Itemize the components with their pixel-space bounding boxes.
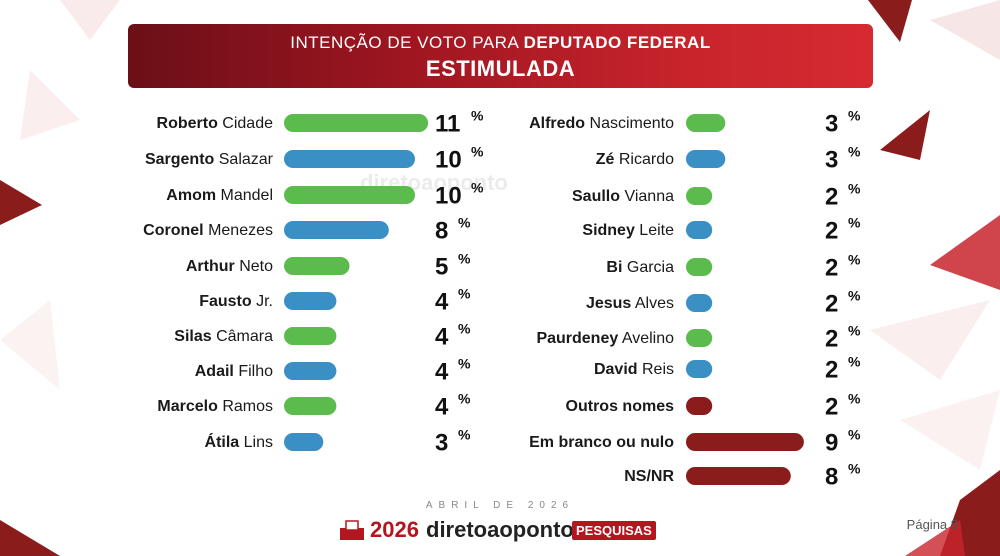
percent-sign: %	[848, 108, 861, 124]
subtitle: ESTIMULADA	[425, 56, 576, 81]
bar	[686, 467, 791, 485]
logo-pesquisas: PESQUISAS	[572, 521, 656, 540]
bar-value-label: 4	[435, 358, 449, 385]
bar	[686, 360, 713, 378]
bar-value-label: 2	[825, 393, 838, 420]
bar-label: Saullo Vianna	[572, 188, 674, 205]
brand-logo: 2026 diretoaoponto PESQUISAS	[338, 517, 658, 545]
bar-label: Silas Câmara	[174, 328, 273, 345]
bar-label: Alfredo Nascimento	[529, 115, 674, 132]
bar-label: Marcelo Ramos	[157, 398, 273, 415]
percent-sign: %	[848, 391, 861, 407]
bar-value-label: 8	[825, 463, 838, 490]
bar-value-label: 11	[435, 110, 460, 137]
percent-sign: %	[848, 288, 861, 304]
title-banner: INTENÇÃO DE VOTO PARA DEPUTADO FEDERAL E…	[128, 24, 873, 88]
bar-value-label: 4	[435, 323, 449, 350]
bar-label: Sargento Salazar	[145, 151, 274, 168]
bar-label: Roberto Cidade	[157, 115, 274, 132]
bar-value-label: 9	[825, 429, 838, 456]
percent-sign: %	[848, 144, 861, 160]
bar-label: Sidney Leite	[582, 222, 674, 239]
footer-date: ABRIL DE 2026	[425, 500, 575, 511]
percent-sign: %	[848, 461, 861, 477]
bar-value-label: 2	[825, 290, 838, 317]
bar-label: Fausto Jr.	[199, 293, 273, 310]
bar-value-label: 5	[435, 253, 448, 280]
bar	[284, 362, 337, 380]
bar	[686, 114, 726, 132]
percent-sign: %	[848, 354, 861, 370]
percent-sign: %	[458, 321, 471, 337]
percent-sign: %	[458, 356, 471, 372]
percent-sign: %	[458, 391, 471, 407]
ballot-box-icon	[340, 520, 364, 540]
bar-label: David Reis	[594, 361, 674, 378]
bar	[686, 150, 726, 168]
bar	[686, 433, 804, 451]
bar-label: Arthur Neto	[186, 258, 273, 275]
bar	[686, 187, 713, 205]
bar	[284, 433, 324, 451]
bar-value-label: 10	[435, 146, 462, 173]
bar-value-label: 10	[435, 182, 462, 209]
percent-sign: %	[848, 181, 861, 197]
logo-brand: diretoaoponto	[426, 517, 574, 542]
bar-label: Outros nomes	[566, 398, 675, 415]
bar-label: Átila Lins	[205, 432, 273, 451]
title-prefix: INTENÇÃO DE VOTO PARA	[290, 33, 524, 52]
bar	[686, 221, 713, 239]
title-line-1: INTENÇÃO DE VOTO PARA DEPUTADO FEDERAL	[128, 33, 873, 53]
percent-sign: %	[458, 427, 471, 443]
bar	[284, 397, 337, 415]
percent-sign: %	[458, 286, 471, 302]
bar	[284, 186, 415, 204]
bar	[284, 221, 389, 239]
bar-label: Em branco ou nulo	[529, 434, 674, 451]
percent-sign: %	[848, 252, 861, 268]
bar-value-label: 2	[825, 183, 838, 210]
percent-sign: %	[848, 215, 861, 231]
bar-value-label: 3	[825, 110, 838, 137]
bar	[686, 258, 713, 276]
bar-value-label: 2	[825, 254, 838, 281]
bar-label: Coronel Menezes	[143, 222, 273, 239]
bar-label: Paurdeney Avelino	[536, 330, 674, 347]
percent-sign: %	[458, 215, 471, 231]
bar-value-label: 4	[435, 393, 449, 420]
page-number: Página 8	[906, 517, 958, 532]
bar-label: Jesus Alves	[586, 295, 674, 312]
bar-label: Zé Ricardo	[596, 151, 674, 168]
percent-sign: %	[471, 144, 484, 160]
bar-value-label: 3	[435, 429, 448, 456]
bar	[686, 329, 713, 347]
bar	[686, 397, 713, 415]
bar	[284, 114, 429, 132]
logo-year: 2026	[370, 517, 419, 542]
bar-value-label: 4	[435, 288, 449, 315]
percent-sign: %	[471, 108, 484, 124]
percent-sign: %	[848, 323, 861, 339]
bar-value-label: 3	[825, 146, 838, 173]
bar-label: Bi Garcia	[606, 259, 674, 276]
bar-label: NS/NR	[624, 468, 674, 485]
percent-sign: %	[458, 251, 471, 267]
bar-label: Amom Mandel	[166, 187, 273, 204]
bar	[284, 327, 337, 345]
bar-value-label: 8	[435, 217, 448, 244]
bar	[284, 150, 415, 168]
bar-label: Adail Filho	[195, 363, 273, 380]
percent-sign: %	[471, 180, 484, 196]
bar	[284, 257, 350, 275]
bar-value-label: 2	[825, 356, 838, 383]
bar-value-label: 2	[825, 217, 838, 244]
title-bold: DEPUTADO FEDERAL	[523, 33, 711, 52]
percent-sign: %	[848, 427, 861, 443]
bar	[686, 294, 713, 312]
bar	[284, 292, 337, 310]
bar-value-label: 2	[825, 325, 838, 352]
